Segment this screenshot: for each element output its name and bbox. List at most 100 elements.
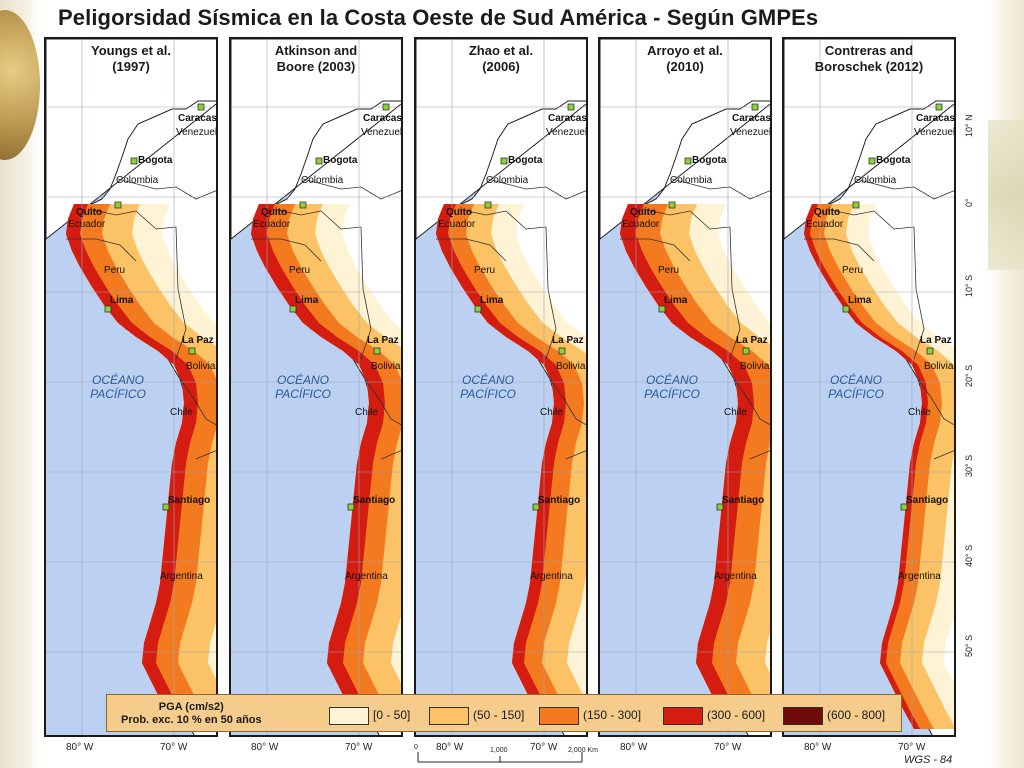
- country-border: [175, 226, 187, 360]
- place-label-quito: Quito: [261, 207, 288, 218]
- place-label-argentina: Argentina: [714, 571, 757, 582]
- ocean-label-line2: PACÍFICO: [275, 387, 331, 401]
- place-label-ecuador: Ecuador: [68, 219, 106, 230]
- ocean-label-line2: PACÍFICO: [644, 387, 700, 401]
- legend-title-line1: PGA (cm/s2): [158, 701, 224, 713]
- city-marker: [658, 305, 666, 313]
- country-border: [179, 378, 216, 426]
- hazard-zone-4: [620, 204, 754, 729]
- city-marker: [347, 503, 355, 511]
- place-label-bolivia: Bolivia: [924, 361, 954, 372]
- map-canvas: [46, 39, 216, 735]
- map-canvas: [416, 39, 586, 735]
- place-label-colombia: Colombia: [670, 175, 713, 186]
- country-border: [117, 178, 216, 200]
- latitude-label: 0°: [964, 198, 974, 207]
- ocean-label-line1: OCÉANO: [645, 373, 698, 387]
- scale-end-label: 2,000 Km: [568, 747, 598, 754]
- city-marker: [373, 347, 381, 355]
- ocean-label-line2: PACÍFICO: [460, 387, 516, 401]
- place-label-bogota: Bogota: [692, 155, 727, 166]
- hazard-zone-3: [251, 204, 401, 729]
- datum-label: WGS - 84: [904, 754, 953, 766]
- longitude-label: 80° W: [620, 742, 648, 753]
- hazard-zone-3: [620, 204, 770, 729]
- longitude-label: 70° W: [714, 742, 742, 753]
- place-label-la-paz: La Paz: [552, 335, 584, 346]
- country-border: [855, 178, 954, 200]
- country-border: [87, 208, 177, 230]
- legend-title: PGA (cm/s2) Prob. exc. 10 % en 50 años: [121, 701, 262, 727]
- map-panel: Youngs et al.(1997) Caracas Venezuela Bogot…: [44, 37, 218, 737]
- city-marker: [742, 347, 750, 355]
- place-label-argentina: Argentina: [345, 571, 388, 582]
- latitude-label: 50° S: [964, 634, 974, 657]
- legend-label: (150 - 300]: [583, 708, 642, 722]
- panel-title-line2: (1997): [112, 59, 150, 74]
- place-label-chile: Chile: [355, 407, 378, 418]
- place-label-colombia: Colombia: [116, 175, 159, 186]
- city-marker: [104, 305, 112, 313]
- panel-title-line1: Youngs et al.: [91, 43, 171, 58]
- place-label-venezuela: Venezuela: [176, 127, 218, 138]
- legend-swatch: [663, 707, 703, 725]
- country-border: [302, 178, 401, 200]
- place-label-lima: Lima: [295, 295, 319, 306]
- place-label-chile: Chile: [908, 407, 931, 418]
- city-marker: [500, 157, 508, 165]
- city-marker: [668, 201, 676, 209]
- panel-title-line1: Atkinson and: [274, 43, 358, 58]
- legend-swatch: [329, 707, 369, 725]
- place-label-bogota: Bogota: [138, 155, 173, 166]
- place-label-chile: Chile: [724, 407, 747, 418]
- city-marker: [558, 347, 566, 355]
- place-label-peru: Peru: [658, 265, 680, 276]
- place-label-peru: Peru: [104, 265, 126, 276]
- place-label-quito: Quito: [76, 207, 103, 218]
- place-label-lima: Lima: [480, 295, 504, 306]
- place-label-bolivia: Bolivia: [371, 361, 401, 372]
- place-label-colombia: Colombia: [301, 175, 344, 186]
- hazard-zone-3: [804, 204, 942, 729]
- ocean-label: OCÉANO PACÍFICO: [263, 373, 343, 401]
- ocean-label-line1: OCÉANO: [91, 373, 144, 387]
- city-marker: [567, 103, 575, 111]
- latitude-label: 30° S: [964, 454, 974, 477]
- country-border: [733, 378, 770, 426]
- panel-title-line1: Contreras and: [824, 43, 914, 58]
- city-marker: [926, 347, 934, 355]
- panel-title-line2: Boroschek (2012): [814, 59, 924, 74]
- hazard-zone-4: [66, 204, 198, 729]
- longitude-label: 80° W: [436, 742, 464, 753]
- place-label-quito: Quito: [814, 207, 841, 218]
- place-label-colombia: Colombia: [486, 175, 529, 186]
- place-label-santiago: Santiago: [722, 495, 765, 506]
- place-label-santiago: Santiago: [538, 495, 581, 506]
- country-border: [917, 378, 954, 426]
- city-marker: [684, 157, 692, 165]
- panel-title: Zhao et al. (2006): [416, 43, 586, 75]
- ocean-label-line2: PACÍFICO: [90, 387, 146, 401]
- place-label-chile: Chile: [540, 407, 563, 418]
- map-panel: Arroyo et al.(2010) Caracas Venezuela Bogot…: [598, 37, 772, 737]
- place-label-la-paz: La Paz: [182, 335, 214, 346]
- place-label-peru: Peru: [474, 265, 496, 276]
- panel-title: Atkinson and Boore (2003): [231, 43, 401, 75]
- scale-zero-label: 0: [414, 744, 418, 751]
- city-marker: [197, 103, 205, 111]
- place-label-caracas: Caracas: [178, 113, 217, 124]
- place-label-bogota: Bogota: [876, 155, 911, 166]
- country-border: [360, 226, 372, 360]
- place-label-chile: Chile: [170, 407, 193, 418]
- pga-legend: PGA (cm/s2) Prob. exc. 10 % en 50 años […: [106, 694, 902, 732]
- place-label-bogota: Bogota: [323, 155, 358, 166]
- country-border: [804, 238, 875, 262]
- city-marker: [751, 103, 759, 111]
- city-marker: [114, 201, 122, 209]
- country-border: [364, 378, 401, 426]
- panel-title-line2: (2006): [482, 59, 520, 74]
- legend-label: (600 - 800]: [827, 708, 886, 722]
- place-label-lima: Lima: [110, 295, 134, 306]
- city-marker: [162, 503, 170, 511]
- city-marker: [130, 157, 138, 165]
